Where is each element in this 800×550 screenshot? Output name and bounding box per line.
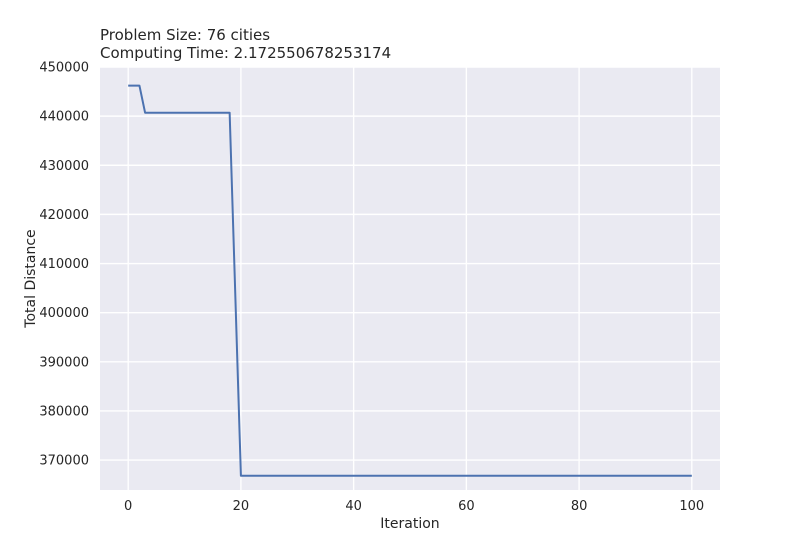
y-tick-label: 400000: [39, 306, 89, 321]
x-tick-label: 20: [233, 499, 250, 514]
y-axis-label: Total Distance: [23, 229, 39, 328]
x-tick-label: 0: [124, 499, 132, 514]
plot-area: [100, 67, 720, 490]
y-tick-label: 380000: [39, 404, 89, 419]
y-tick-label: 450000: [39, 61, 89, 76]
chart-title: Problem Size: 76 cities Computing Time: …: [100, 26, 391, 62]
title-line-2: Computing Time: 2.172550678253174: [100, 44, 392, 62]
x-tick-label: 40: [345, 499, 362, 514]
y-tick-label: 420000: [39, 208, 89, 223]
grid-lines: [100, 66, 720, 490]
title-line-1: Problem Size: 76 cities: [100, 26, 271, 44]
y-tick-label: 370000: [39, 454, 89, 469]
series-line: [128, 84, 692, 477]
x-tick-label: 60: [458, 499, 475, 514]
series-group: [128, 84, 692, 477]
x-tick-label: 80: [571, 499, 588, 514]
x-axis-label: Iteration: [380, 516, 439, 532]
y-tick-label: 410000: [39, 257, 89, 272]
y-tick-label: 390000: [39, 355, 89, 370]
x-tick-labels: 0 20 40 60 80 100: [124, 499, 704, 514]
x-tick-label: 100: [679, 499, 704, 514]
y-tick-label: 440000: [39, 110, 89, 125]
y-tick-labels: 370000 380000 390000 400000 410000 420000 4300…: [39, 61, 89, 469]
y-tick-label: 430000: [39, 159, 89, 174]
